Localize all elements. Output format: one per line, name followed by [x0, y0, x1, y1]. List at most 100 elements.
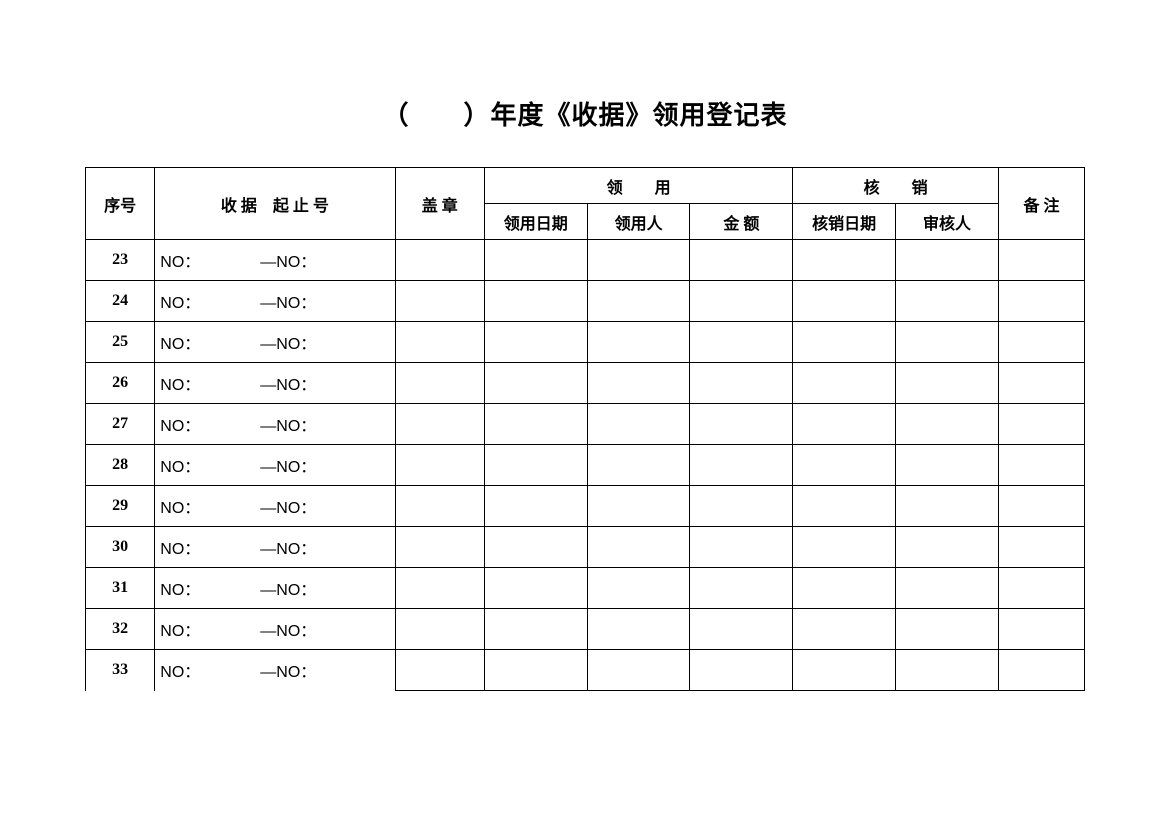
cell-verify-date	[793, 404, 896, 445]
cell-range: NO：—NO：	[155, 404, 395, 445]
cell-seal	[395, 445, 484, 486]
cell-range: NO：—NO：	[155, 281, 395, 322]
cell-note	[998, 609, 1084, 650]
cell-collect-person	[587, 240, 690, 281]
cell-collect-date	[484, 650, 587, 691]
cell-collect-person	[587, 486, 690, 527]
table-row: 23NO：—NO：	[86, 240, 1085, 281]
cell-collect-date	[484, 322, 587, 363]
cell-collect-person	[587, 404, 690, 445]
cell-seal	[395, 650, 484, 691]
cell-amount	[690, 609, 793, 650]
cell-seal	[395, 609, 484, 650]
cell-collect-date	[484, 527, 587, 568]
cell-verify-date	[793, 240, 896, 281]
cell-seq: 27	[86, 404, 155, 445]
cell-amount	[690, 445, 793, 486]
cell-seq: 25	[86, 322, 155, 363]
cell-range: NO：—NO：	[155, 445, 395, 486]
cell-collect-person	[587, 568, 690, 609]
cell-note	[998, 404, 1084, 445]
header-collect-date: 领用日期	[484, 204, 587, 240]
cell-amount	[690, 486, 793, 527]
cell-verify-date	[793, 363, 896, 404]
cell-reviewer	[896, 445, 999, 486]
cell-seq: 30	[86, 527, 155, 568]
table-row: 27NO：—NO：	[86, 404, 1085, 445]
cell-range: NO：—NO：	[155, 486, 395, 527]
cell-note	[998, 445, 1084, 486]
cell-verify-date	[793, 527, 896, 568]
cell-range: NO：—NO：	[155, 650, 395, 691]
receipt-register-table: 序号 收 据 起 止 号 盖 章 领 用 核 销 备 注 领用日期 领用人 金 …	[85, 167, 1085, 691]
cell-seal	[395, 281, 484, 322]
table-header: 序号 收 据 起 止 号 盖 章 领 用 核 销 备 注 领用日期 领用人 金 …	[86, 168, 1085, 240]
cell-collect-person	[587, 322, 690, 363]
cell-seal	[395, 527, 484, 568]
cell-range: NO：—NO：	[155, 363, 395, 404]
cell-reviewer	[896, 363, 999, 404]
cell-amount	[690, 363, 793, 404]
cell-verify-date	[793, 486, 896, 527]
cell-verify-date	[793, 322, 896, 363]
cell-seq: 28	[86, 445, 155, 486]
header-verify-date: 核销日期	[793, 204, 896, 240]
cell-collect-date	[484, 609, 587, 650]
cell-reviewer	[896, 486, 999, 527]
cell-amount	[690, 281, 793, 322]
cell-note	[998, 486, 1084, 527]
table-body: 23NO：—NO：24NO：—NO：25NO：—NO：26NO：—NO：27NO…	[86, 240, 1085, 691]
table-container: 序号 收 据 起 止 号 盖 章 领 用 核 销 备 注 领用日期 领用人 金 …	[85, 167, 1085, 691]
cell-verify-date	[793, 650, 896, 691]
cell-seal	[395, 568, 484, 609]
cell-seq: 31	[86, 568, 155, 609]
header-collect-group: 领 用	[484, 168, 792, 204]
table-row: 29NO：—NO：	[86, 486, 1085, 527]
cell-collect-person	[587, 609, 690, 650]
header-verify-group: 核 销	[793, 168, 999, 204]
cell-seal	[395, 363, 484, 404]
cell-reviewer	[896, 568, 999, 609]
header-amount: 金 额	[690, 204, 793, 240]
cell-collect-date	[484, 404, 587, 445]
cell-amount	[690, 650, 793, 691]
cell-collect-date	[484, 363, 587, 404]
cell-collect-date	[484, 568, 587, 609]
cell-range: NO：—NO：	[155, 609, 395, 650]
cell-collect-person	[587, 281, 690, 322]
cell-seal	[395, 404, 484, 445]
cell-collect-person	[587, 445, 690, 486]
cell-note	[998, 527, 1084, 568]
cell-seal	[395, 240, 484, 281]
cell-verify-date	[793, 568, 896, 609]
cell-note	[998, 363, 1084, 404]
cell-collect-date	[484, 486, 587, 527]
cell-collect-person	[587, 363, 690, 404]
cell-amount	[690, 527, 793, 568]
cell-amount	[690, 322, 793, 363]
table-row: 26NO：—NO：	[86, 363, 1085, 404]
cell-amount	[690, 568, 793, 609]
cell-seq: 26	[86, 363, 155, 404]
cell-range: NO：—NO：	[155, 322, 395, 363]
cell-reviewer	[896, 240, 999, 281]
table-row: 30NO：—NO：	[86, 527, 1085, 568]
cell-reviewer	[896, 527, 999, 568]
cell-seq: 33	[86, 650, 155, 691]
cell-reviewer	[896, 650, 999, 691]
cell-seal	[395, 486, 484, 527]
cell-reviewer	[896, 609, 999, 650]
cell-collect-date	[484, 240, 587, 281]
cell-collect-date	[484, 281, 587, 322]
cell-seal	[395, 322, 484, 363]
cell-reviewer	[896, 322, 999, 363]
cell-amount	[690, 404, 793, 445]
cell-note	[998, 240, 1084, 281]
header-seal: 盖 章	[395, 168, 484, 240]
cell-verify-date	[793, 445, 896, 486]
cell-amount	[690, 240, 793, 281]
cell-note	[998, 568, 1084, 609]
cell-note	[998, 322, 1084, 363]
table-row: 32NO：—NO：	[86, 609, 1085, 650]
cell-range: NO：—NO：	[155, 568, 395, 609]
